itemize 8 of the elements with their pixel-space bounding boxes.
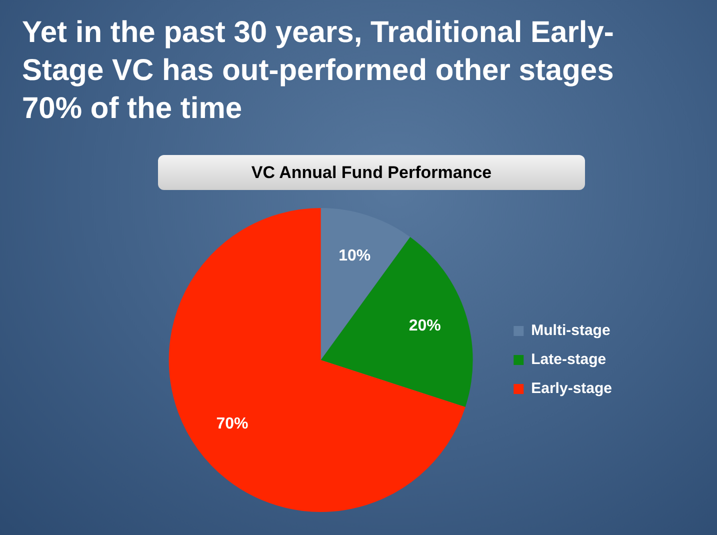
legend-label: Early-stage <box>531 380 612 398</box>
chart-title: Yet in the past 30 years, Traditional Early-Stage VC has out-performed other stages 70% of the time <box>22 15 615 127</box>
data-label: 20% <box>408 318 441 335</box>
data-label: 10% <box>338 247 371 264</box>
data-label: 70% <box>216 416 248 433</box>
legend-label: Multi-stage <box>531 322 610 340</box>
legend-label: Late-stage <box>531 351 606 368</box>
chart-subtitle: VC Annual Fund Performance <box>158 155 585 190</box>
